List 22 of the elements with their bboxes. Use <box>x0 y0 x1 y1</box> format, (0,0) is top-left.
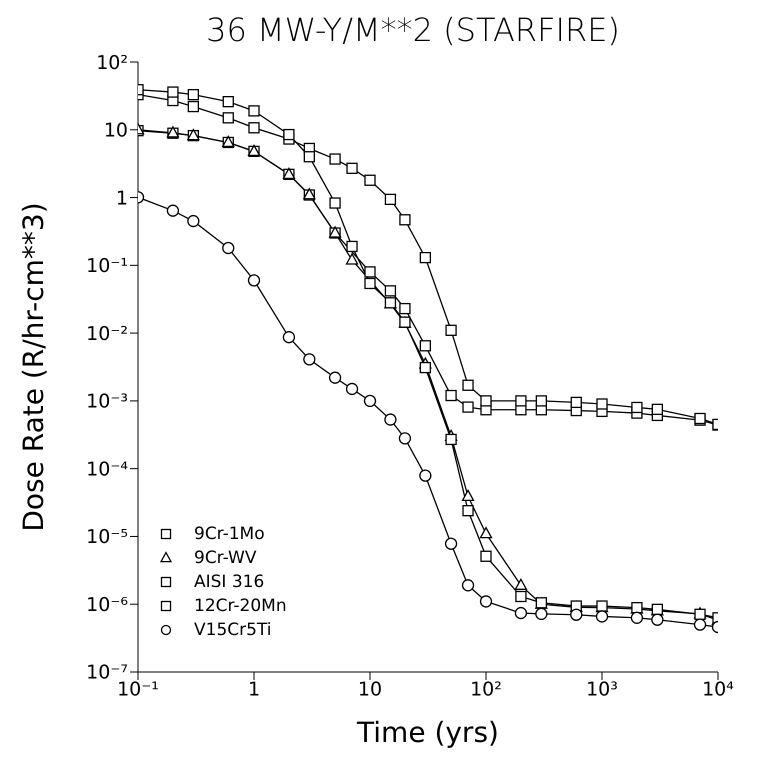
y-tick-label: 10 <box>104 120 128 142</box>
y-tick-label: 10⁻⁶ <box>86 594 128 616</box>
x-tick-label: 1 <box>248 678 260 700</box>
chart-title: 36 MW-Y/M**2 (STARFIRE) <box>205 10 621 51</box>
x-axis-title: Time (yrs) <box>356 716 499 749</box>
legend-label: 9Cr-1Mo <box>194 523 265 546</box>
x-tick-label: 10⁴ <box>702 678 734 700</box>
y-tick-label: 10⁻⁴ <box>86 458 128 480</box>
y-tick-label: 10⁻² <box>86 322 128 345</box>
x-tick-label: 10³ <box>586 678 618 700</box>
y-tick-label: 1 <box>116 187 128 210</box>
y-tick-label: 10² <box>96 52 128 74</box>
legend-label: 9Cr-WV <box>194 547 256 570</box>
legend-label: AISI 316 <box>194 571 264 594</box>
x-tick-label: 10² <box>470 678 502 700</box>
legend-label: 12Cr-20Mn <box>194 595 287 618</box>
x-tick-label: 10 <box>358 678 382 700</box>
y-axis-title: Dose Rate (R/hr-cm**3) <box>16 202 50 532</box>
y-tick-label: 10⁻¹ <box>86 255 128 278</box>
y-tick-label: 10⁻⁵ <box>86 526 128 548</box>
legend-label: V15Cr5Ti <box>194 619 272 642</box>
y-tick-label: 10⁻³ <box>86 390 128 413</box>
